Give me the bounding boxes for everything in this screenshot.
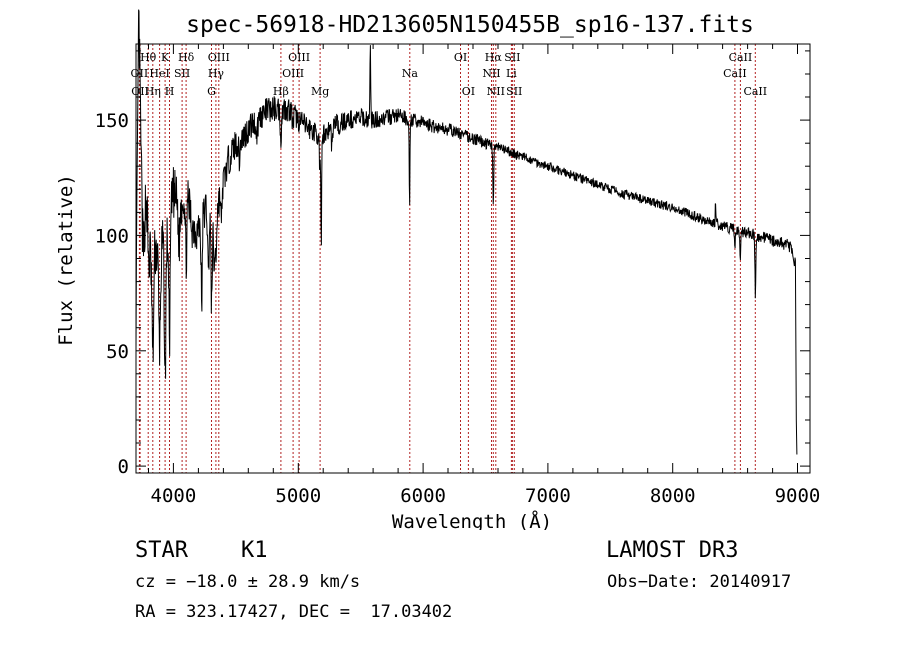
line-marker-label: OIII xyxy=(208,51,230,64)
line-marker-label: H xyxy=(165,85,175,98)
line-marker-label: Hδ xyxy=(178,51,195,64)
line-marker-label: K xyxy=(161,51,170,64)
line-marker-label: SII xyxy=(504,51,520,64)
redshift-velocity: cz = −18.0 ± 28.9 km/s xyxy=(135,572,361,592)
line-marker-label: SII xyxy=(174,67,190,80)
emission-line-markers xyxy=(138,44,756,473)
x-tick-label: 6000 xyxy=(400,485,446,507)
chart-title: spec-56918-HD213605N150455B_sp16-137.fit… xyxy=(186,12,754,38)
line-marker-label: CaII xyxy=(729,51,753,64)
y-tick-label: 100 xyxy=(95,225,129,247)
line-marker-label: CaII xyxy=(743,85,767,98)
spectrum-line xyxy=(135,9,798,455)
y-tick-label: 50 xyxy=(106,341,129,363)
plot-frame xyxy=(135,43,811,474)
x-axis-ticks: 4000 5000 6000 7000 8000 9000 xyxy=(148,44,821,507)
line-marker-label: NII xyxy=(482,67,500,80)
object-class: STAR xyxy=(135,538,188,563)
line-marker-label: OI xyxy=(462,85,475,98)
coordinates: RA = 323.17427, DEC = 17.03402 xyxy=(135,602,453,622)
line-marker-label: NII xyxy=(487,85,505,98)
emission-line-labels: OIIOIIHθHηHeIKHSIIHδGHγOIIIHβOIIIOIIIMgN… xyxy=(131,51,768,98)
line-marker-label: OI xyxy=(454,51,467,64)
x-tick-label: 4000 xyxy=(151,485,197,507)
y-tick-label: 150 xyxy=(95,110,129,132)
line-marker-label: Mg xyxy=(311,85,329,98)
line-marker-label: Li xyxy=(506,67,517,80)
line-marker-label: OIII xyxy=(288,51,310,64)
x-axis-label: Wavelength (Å) xyxy=(392,510,552,530)
line-marker-label: OIII xyxy=(282,67,304,80)
line-marker-label: HeI xyxy=(149,67,169,80)
line-marker-label: Hη xyxy=(145,85,161,98)
y-axis-ticks: 0 50 100 150 xyxy=(95,50,810,478)
line-marker-label: Hα xyxy=(485,51,503,64)
line-marker-label: Hγ xyxy=(208,67,225,80)
line-marker-label: Na xyxy=(402,67,419,80)
line-marker-label: CaII xyxy=(723,67,747,80)
survey-name: LAMOST DR3 xyxy=(606,538,739,563)
y-tick-label: 0 xyxy=(118,456,129,478)
line-marker-label: Hβ xyxy=(273,85,289,98)
line-marker-label: Hθ xyxy=(140,51,157,64)
observation-date: Obs−Date: 20140917 xyxy=(607,572,792,592)
x-tick-label: 5000 xyxy=(275,485,321,507)
x-tick-label: 7000 xyxy=(525,485,571,507)
x-tick-label: 8000 xyxy=(650,485,696,507)
line-marker-label: SII xyxy=(506,85,522,98)
subclass: K1 xyxy=(241,538,268,563)
x-tick-label: 9000 xyxy=(775,485,821,507)
line-marker-label: G xyxy=(207,85,216,98)
y-axis-label: Flux (relative) xyxy=(55,174,77,346)
spectrum-chart: spec-56918-HD213605N150455B_sp16-137.fit… xyxy=(55,9,821,530)
